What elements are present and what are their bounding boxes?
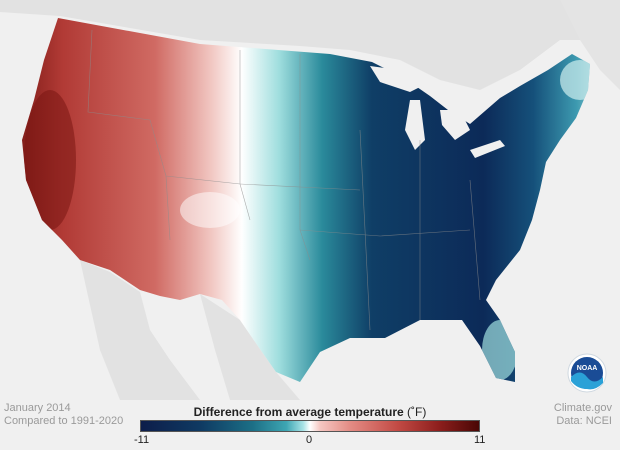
legend-min-label: -11 [134,434,150,446]
temperature-anomaly-map [0,0,620,400]
footer-left: January 2014 Compared to 1991-2020 [4,402,123,428]
map-period: January 2014 [4,402,71,414]
noaa-logo: NOAA [567,353,607,393]
legend-title: Difference from average temperature (˚F) [140,405,480,419]
legend-mid-label: 0 [306,434,313,446]
legend-title-text: Difference from average temperature [193,405,404,419]
noaa-logo-text: NOAA [577,365,598,372]
map-baseline: Compared to 1991-2020 [4,415,124,427]
legend-max-label: 11 [474,434,486,446]
source-data: Data: NCEI [556,415,612,427]
footer-right: Climate.gov Data: NCEI [554,402,612,428]
source-site: Climate.gov [553,402,612,414]
legend-color-bar [140,420,480,432]
legend-unit: (˚F) [407,405,427,419]
